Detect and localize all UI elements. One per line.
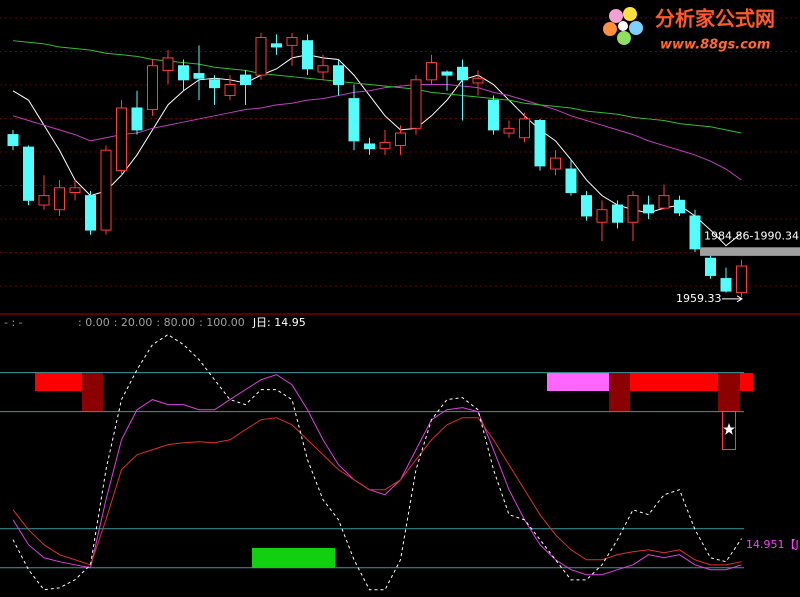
price-grid	[0, 17, 800, 287]
candle-body	[581, 195, 592, 217]
candle-body	[364, 143, 375, 150]
logo-petal	[603, 22, 617, 36]
low-price-label: 1959.33	[676, 292, 722, 305]
candle-body	[69, 187, 81, 193]
logo-petal	[609, 9, 623, 23]
candle-body	[674, 199, 685, 214]
candle-body	[271, 43, 282, 48]
candle-body	[457, 66, 468, 81]
price-pane: 1984.86-1990.34 1959.33	[7, 32, 800, 305]
candle-body	[100, 149, 112, 231]
candle-body	[472, 77, 484, 84]
candle-body	[612, 204, 623, 223]
candle-body	[720, 278, 732, 292]
logo-center	[618, 21, 628, 31]
candle-body	[302, 40, 313, 70]
candle-body	[736, 265, 747, 294]
indicator-line	[12, 417, 742, 566]
candle-body	[503, 127, 515, 134]
signal-bar	[630, 373, 718, 391]
candle-body	[178, 65, 189, 81]
candle-body	[565, 168, 577, 193]
arrow-head	[736, 295, 743, 303]
candle-body	[116, 107, 127, 172]
candle-body	[658, 195, 670, 209]
signal-bar	[718, 373, 740, 411]
logo-title: 分析家公式网	[655, 7, 775, 31]
candle-body	[627, 195, 639, 223]
signal-bar	[547, 373, 609, 391]
signal-bar	[740, 373, 753, 391]
candle-body	[240, 74, 251, 86]
candle-body	[643, 204, 654, 214]
indicator-header: - : -	[4, 316, 23, 329]
candle-body	[596, 209, 608, 223]
indicator-line	[12, 374, 742, 576]
candle-body	[193, 73, 205, 79]
candle-body	[147, 65, 158, 111]
signal-bar	[609, 373, 630, 411]
level-label: : 100.00	[199, 316, 245, 329]
candle-body	[54, 187, 65, 211]
candle-body	[395, 132, 406, 147]
logo-petal	[617, 31, 631, 45]
candle-body	[519, 118, 530, 139]
candle-body	[255, 37, 267, 76]
candle-body	[426, 62, 437, 81]
logo: 分析家公式网 www.88gs.com	[603, 7, 775, 53]
indicator-readout: J日: 14.95	[252, 316, 306, 329]
candle-body	[410, 79, 422, 129]
moving-average-line	[12, 84, 742, 181]
indicator-line	[12, 334, 742, 591]
candle-body	[38, 195, 50, 206]
candle-body	[348, 98, 360, 142]
indicator-pane: - : - : 0.00 : 20.00: 80.00 : 100.00 J日: 14.…	[0, 316, 799, 591]
logo-url: www.88gs.com	[660, 38, 770, 53]
candle-body	[162, 57, 174, 71]
candle-body	[209, 79, 220, 89]
level-label: : 80.00	[156, 316, 195, 329]
candle-body	[23, 146, 34, 201]
logo-petal	[623, 7, 637, 21]
candle-body	[379, 141, 391, 150]
price-range-band	[700, 247, 800, 256]
candle-body	[7, 134, 19, 147]
signal-bar	[82, 373, 103, 411]
candle-body	[534, 120, 546, 167]
indicator-end-label: 14.951【J	[746, 538, 799, 551]
candle-body	[317, 65, 329, 73]
logo-petal	[629, 21, 643, 35]
candle-body	[286, 37, 298, 46]
candle-body	[689, 215, 701, 250]
signal-bars	[35, 373, 753, 568]
signal-bar	[252, 548, 335, 568]
candle-body	[85, 195, 96, 231]
candle-body	[131, 107, 143, 131]
candle-body	[488, 99, 499, 131]
moving-average-line	[12, 40, 742, 134]
star-icon	[723, 423, 735, 435]
candle-body	[441, 71, 453, 76]
level-label: : 20.00	[114, 316, 153, 329]
candle-body	[333, 65, 344, 86]
candle-body	[705, 257, 716, 276]
candle-body	[550, 157, 561, 170]
level-label: : 0.00	[78, 316, 110, 329]
price-range-label: 1984.86-1990.34	[704, 229, 799, 242]
candle-body	[224, 84, 236, 96]
signal-bar	[35, 373, 82, 391]
